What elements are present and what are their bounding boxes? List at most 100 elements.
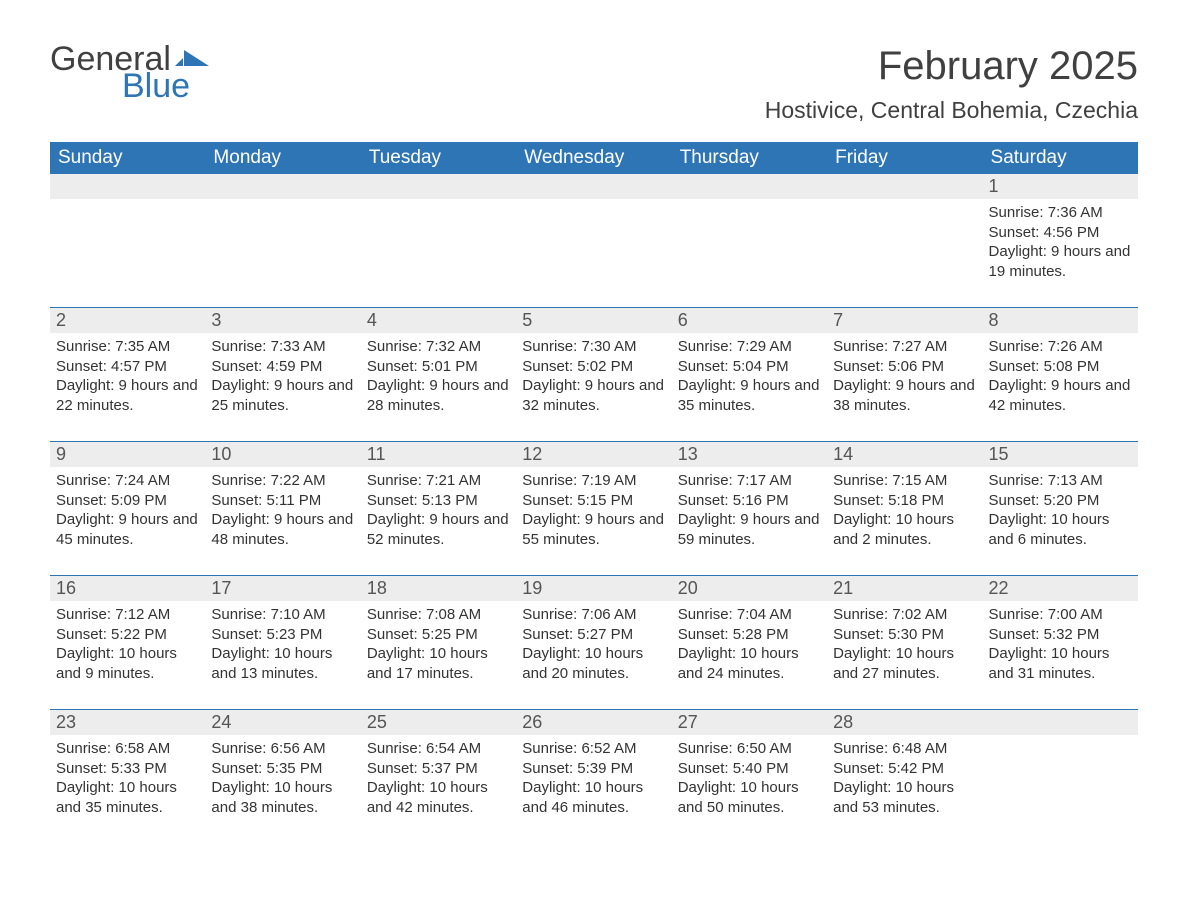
sunrise-text: Sunrise: 7:06 AM (522, 605, 665, 625)
dow-thursday: Thursday (672, 142, 827, 174)
day-details: Sunrise: 7:06 AMSunset: 5:27 PMDaylight:… (516, 601, 671, 710)
day-number: 10 (205, 442, 360, 467)
dow-friday: Friday (827, 142, 982, 174)
day-details: Sunrise: 7:15 AMSunset: 5:18 PMDaylight:… (827, 467, 982, 576)
daylight-text: Daylight: 10 hours and 9 minutes. (56, 644, 199, 683)
sunset-text: Sunset: 5:28 PM (678, 625, 821, 645)
daynum-row: 9101112131415 (50, 442, 1138, 467)
empty-cell (205, 174, 360, 199)
daynum-row: 16171819202122 (50, 576, 1138, 601)
sunrise-text: Sunrise: 7:10 AM (211, 605, 354, 625)
brand-word2: Blue (122, 71, 190, 102)
day-details: Sunrise: 6:50 AMSunset: 5:40 PMDaylight:… (672, 735, 827, 823)
day-number: 23 (50, 710, 205, 735)
sunset-text: Sunset: 5:39 PM (522, 759, 665, 779)
day-number: 12 (516, 442, 671, 467)
sunrise-text: Sunrise: 7:04 AM (678, 605, 821, 625)
sunrise-text: Sunrise: 7:26 AM (989, 337, 1132, 357)
day-details: Sunrise: 7:08 AMSunset: 5:25 PMDaylight:… (361, 601, 516, 710)
empty-cell (672, 199, 827, 308)
dow-monday: Monday (205, 142, 360, 174)
daynum-row: 232425262728 (50, 710, 1138, 735)
day-details: Sunrise: 6:56 AMSunset: 5:35 PMDaylight:… (205, 735, 360, 823)
detail-row: Sunrise: 6:58 AMSunset: 5:33 PMDaylight:… (50, 735, 1138, 823)
sunset-text: Sunset: 4:59 PM (211, 357, 354, 377)
sunrise-text: Sunrise: 7:29 AM (678, 337, 821, 357)
sunrise-text: Sunrise: 6:52 AM (522, 739, 665, 759)
day-details: Sunrise: 7:26 AMSunset: 5:08 PMDaylight:… (983, 333, 1138, 442)
day-details: Sunrise: 7:04 AMSunset: 5:28 PMDaylight:… (672, 601, 827, 710)
daylight-text: Daylight: 9 hours and 52 minutes. (367, 510, 510, 549)
sunrise-text: Sunrise: 6:54 AM (367, 739, 510, 759)
daylight-text: Daylight: 9 hours and 55 minutes. (522, 510, 665, 549)
sunset-text: Sunset: 5:13 PM (367, 491, 510, 511)
empty-cell (516, 199, 671, 308)
brand-logo: General Blue (50, 44, 209, 101)
daylight-text: Daylight: 10 hours and 46 minutes. (522, 778, 665, 817)
daylight-text: Daylight: 10 hours and 6 minutes. (989, 510, 1132, 549)
sunset-text: Sunset: 5:01 PM (367, 357, 510, 377)
empty-cell (516, 174, 671, 199)
sunrise-text: Sunrise: 7:36 AM (989, 203, 1132, 223)
day-number: 3 (205, 308, 360, 333)
day-number: 1 (983, 174, 1138, 199)
empty-cell (50, 174, 205, 199)
daylight-text: Daylight: 9 hours and 35 minutes. (678, 376, 821, 415)
day-details: Sunrise: 6:58 AMSunset: 5:33 PMDaylight:… (50, 735, 205, 823)
sunrise-text: Sunrise: 7:08 AM (367, 605, 510, 625)
sunset-text: Sunset: 5:11 PM (211, 491, 354, 511)
daylight-text: Daylight: 9 hours and 48 minutes. (211, 510, 354, 549)
daylight-text: Daylight: 10 hours and 17 minutes. (367, 644, 510, 683)
sunrise-text: Sunrise: 7:12 AM (56, 605, 199, 625)
sunset-text: Sunset: 5:18 PM (833, 491, 976, 511)
daylight-text: Daylight: 10 hours and 13 minutes. (211, 644, 354, 683)
sunrise-text: Sunrise: 6:50 AM (678, 739, 821, 759)
daylight-text: Daylight: 10 hours and 27 minutes. (833, 644, 976, 683)
empty-cell (672, 174, 827, 199)
day-number: 28 (827, 710, 982, 735)
day-details: Sunrise: 6:48 AMSunset: 5:42 PMDaylight:… (827, 735, 982, 823)
sunset-text: Sunset: 5:20 PM (989, 491, 1132, 511)
sunrise-text: Sunrise: 7:15 AM (833, 471, 976, 491)
month-title: February 2025 (765, 44, 1138, 89)
day-details: Sunrise: 7:02 AMSunset: 5:30 PMDaylight:… (827, 601, 982, 710)
day-number: 19 (516, 576, 671, 601)
day-number: 21 (827, 576, 982, 601)
day-number: 6 (672, 308, 827, 333)
sunrise-text: Sunrise: 6:56 AM (211, 739, 354, 759)
daynum-row: 2345678 (50, 308, 1138, 333)
empty-cell (50, 199, 205, 308)
sunrise-text: Sunrise: 7:35 AM (56, 337, 199, 357)
empty-cell (827, 199, 982, 308)
daylight-text: Daylight: 9 hours and 45 minutes. (56, 510, 199, 549)
day-number: 2 (50, 308, 205, 333)
sunset-text: Sunset: 5:09 PM (56, 491, 199, 511)
day-number: 5 (516, 308, 671, 333)
day-details: Sunrise: 7:32 AMSunset: 5:01 PMDaylight:… (361, 333, 516, 442)
empty-cell (361, 174, 516, 199)
day-number: 15 (983, 442, 1138, 467)
day-details: Sunrise: 7:29 AMSunset: 5:04 PMDaylight:… (672, 333, 827, 442)
day-number: 16 (50, 576, 205, 601)
day-number: 13 (672, 442, 827, 467)
sunset-text: Sunset: 5:35 PM (211, 759, 354, 779)
day-details: Sunrise: 7:19 AMSunset: 5:15 PMDaylight:… (516, 467, 671, 576)
sunset-text: Sunset: 5:42 PM (833, 759, 976, 779)
day-number: 25 (361, 710, 516, 735)
day-details: Sunrise: 7:35 AMSunset: 4:57 PMDaylight:… (50, 333, 205, 442)
sunset-text: Sunset: 5:30 PM (833, 625, 976, 645)
empty-cell (361, 199, 516, 308)
detail-row: Sunrise: 7:35 AMSunset: 4:57 PM Daylight:… (50, 333, 1138, 442)
day-details: Sunrise: 7:30 AMSunset: 5:02 PMDaylight:… (516, 333, 671, 442)
sunset-text: Sunset: 5:27 PM (522, 625, 665, 645)
daylight-text: Daylight: 10 hours and 2 minutes. (833, 510, 976, 549)
day-details: Sunrise: 7:33 AMSunset: 4:59 PMDaylight:… (205, 333, 360, 442)
sunrise-text: Sunrise: 7:27 AM (833, 337, 976, 357)
empty-cell (205, 199, 360, 308)
sunrise-text: Sunrise: 7:30 AM (522, 337, 665, 357)
daylight-text: Daylight: 9 hours and 28 minutes. (367, 376, 510, 415)
sunset-text: Sunset: 4:57 PM (56, 357, 199, 377)
daylight-text: Daylight: 10 hours and 38 minutes. (211, 778, 354, 817)
sunrise-text: Sunrise: 6:58 AM (56, 739, 199, 759)
sunrise-text: Sunrise: 7:33 AM (211, 337, 354, 357)
